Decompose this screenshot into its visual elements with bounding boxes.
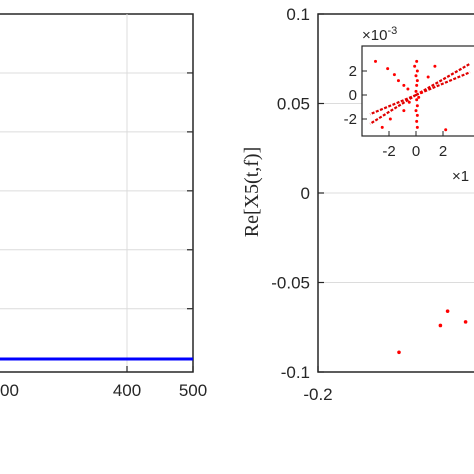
inset-dense-line <box>369 94 417 125</box>
right-tick-labels: 0.10.050-0.05-0.1-0.2-0.1 <box>271 5 332 404</box>
right-y-tick-label: -0.05 <box>271 274 310 293</box>
inset-ticks <box>362 70 444 136</box>
left-ticks <box>126 72 194 372</box>
inset-dense-lines <box>369 62 471 125</box>
right-y-tick-label: -0.1 <box>281 363 310 382</box>
inset-tick-labels: 2 0 -2 -2 0 2 <box>344 63 448 160</box>
left-gridlines <box>0 14 193 372</box>
right-data-point <box>438 323 443 328</box>
inset-data-point <box>415 98 419 102</box>
right-data-point <box>397 350 401 355</box>
right-x-tick-label: -0.2 <box>303 385 332 404</box>
right-series <box>397 309 468 355</box>
left-x-tick-label: 400 <box>113 381 141 400</box>
inset-y-tick-label: 2 <box>349 63 357 80</box>
inset-x-exponent: ×1 <box>452 168 469 185</box>
inset-data-point <box>413 64 417 68</box>
inset-x-tick-label: 0 <box>412 143 420 160</box>
inset-data-point <box>426 75 430 79</box>
inset-data-point <box>414 109 418 113</box>
inset-data-point <box>406 87 410 91</box>
left-x-tick-label: 500 <box>179 381 207 400</box>
inset-data-point <box>417 95 421 99</box>
inset-dense-line <box>415 71 471 97</box>
inset-data-point <box>415 104 419 108</box>
inset-data-point <box>415 125 419 129</box>
right-y-tick-label: 0.1 <box>286 5 310 24</box>
inset-x-tick-label: -2 <box>382 143 395 160</box>
inset-y-tick-label: -2 <box>344 111 357 128</box>
inset-data-point <box>414 89 418 93</box>
inset-dense-line <box>415 62 471 96</box>
inset-data-point <box>433 64 437 68</box>
inset-x-tick-label: 2 <box>439 143 447 160</box>
left-x-tick-label: 00 <box>0 381 19 400</box>
inset-data-point <box>380 125 384 129</box>
inset-data-point <box>402 109 406 113</box>
inset-data-point <box>374 59 377 63</box>
inset-chart: 2 0 -2 -2 0 2 ×10-3 ×1 <box>344 25 474 185</box>
inset-data-point <box>444 128 448 132</box>
inset-y-tick-label: 0 <box>349 87 357 104</box>
right-y-tick-label: 0.05 <box>277 95 310 114</box>
right-y-axis-label: Re[X5(t,f)] <box>241 147 263 238</box>
right-y-tick-label: 0 <box>301 184 310 203</box>
inset-data-point <box>402 83 406 87</box>
inset-data-point <box>415 59 419 63</box>
inset-data-point <box>388 117 392 121</box>
left-chart-panel: 00 400 500 <box>0 13 207 400</box>
left-plot-area <box>0 13 194 373</box>
inset-dense-line <box>369 93 417 116</box>
right-chart-panel: 0.10.050-0.05-0.1-0.2-0.1 Re[X5(t,f)] 20… <box>241 5 474 404</box>
inset-plot-area <box>361 45 474 137</box>
inset-data-point <box>415 69 419 73</box>
inset-data-point <box>386 67 390 71</box>
inset-data-point <box>396 79 400 83</box>
inset-y-exponent: ×10-3 <box>362 25 397 44</box>
inset-data-point <box>415 79 419 83</box>
left-tick-labels: 00 400 500 <box>0 381 207 400</box>
inset-data-point <box>414 74 418 78</box>
inset-data-point <box>407 100 411 104</box>
inset-points <box>374 59 448 132</box>
inset-data-point <box>419 91 423 95</box>
inset-data-point <box>415 83 419 87</box>
inset-data-point <box>415 113 419 117</box>
right-data-point <box>445 309 450 313</box>
right-data-point <box>463 320 468 324</box>
inset-data-point <box>392 73 396 77</box>
inset-data-point <box>415 119 419 123</box>
right-ticks <box>317 13 324 373</box>
